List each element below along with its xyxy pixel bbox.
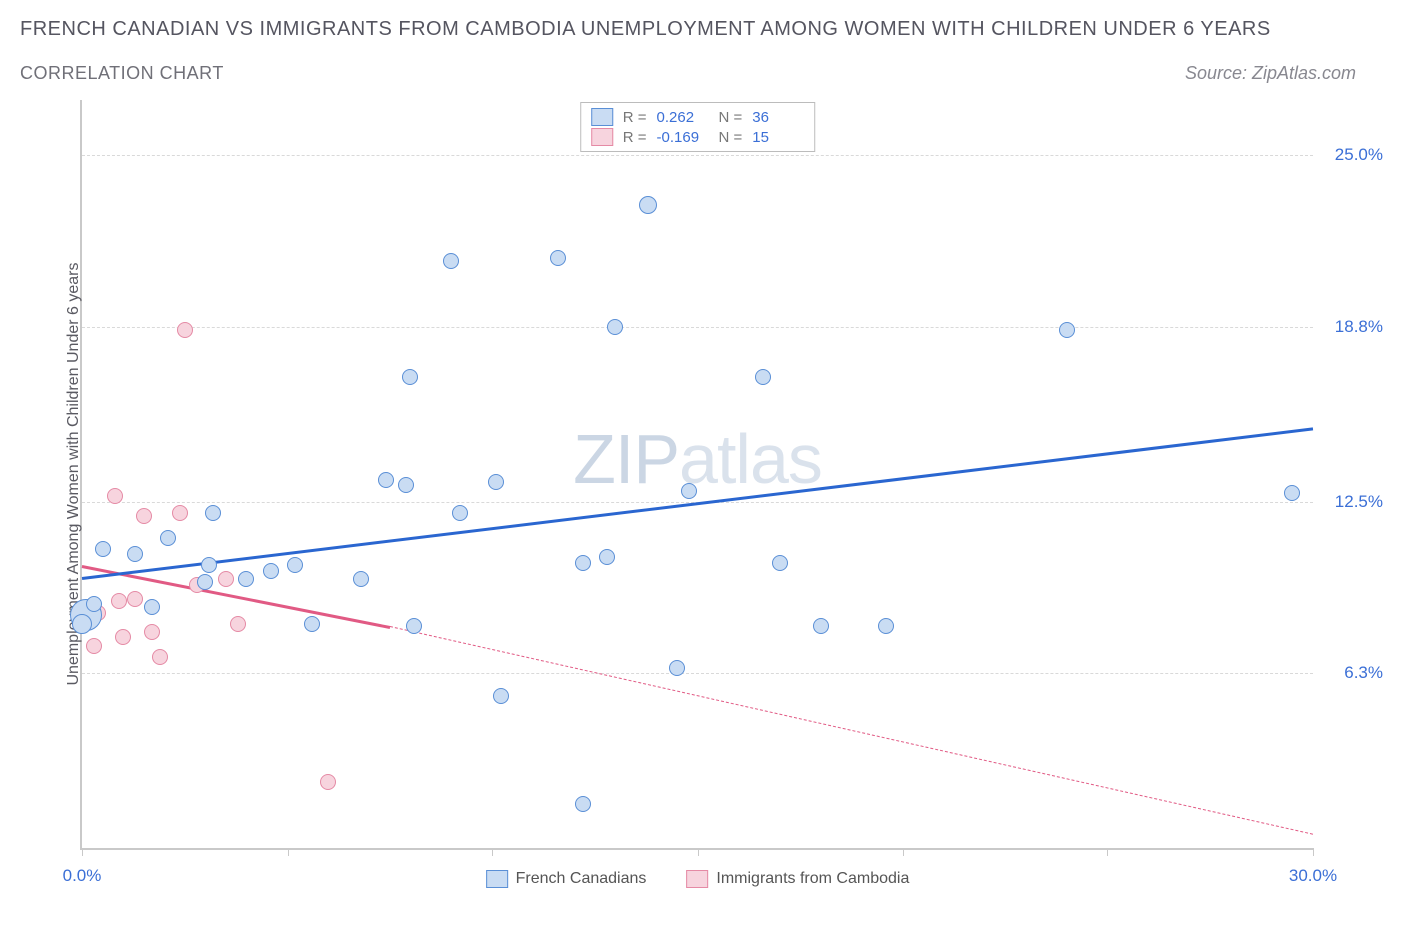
data-point-series1	[201, 557, 217, 573]
x-tick	[82, 848, 83, 856]
x-tick	[698, 848, 699, 856]
data-point-series1	[772, 555, 788, 571]
x-value-label: 0.0%	[63, 866, 102, 886]
data-point-series1	[406, 618, 422, 634]
data-point-series2	[172, 505, 188, 521]
x-tick	[1107, 848, 1108, 856]
data-point-series2	[107, 488, 123, 504]
data-point-series2	[144, 624, 160, 640]
data-point-series1	[398, 477, 414, 493]
data-point-series1	[378, 472, 394, 488]
data-point-series1	[550, 250, 566, 266]
legend-label-series2: Immigrants from Cambodia	[716, 870, 909, 888]
data-point-series1	[402, 369, 418, 385]
data-point-series2	[177, 322, 193, 338]
y-tick-label: 6.3%	[1323, 663, 1383, 683]
data-point-series1	[878, 618, 894, 634]
y-tick-label: 12.5%	[1323, 492, 1383, 512]
data-point-series1	[575, 796, 591, 812]
data-point-series1	[263, 563, 279, 579]
data-point-series1	[127, 546, 143, 562]
legend-swatch-series1	[486, 870, 508, 888]
scatter-chart: Unemployment Among Women with Children U…	[20, 100, 1388, 910]
data-point-series1	[95, 541, 111, 557]
data-point-series1	[681, 483, 697, 499]
data-point-series1	[197, 574, 213, 590]
x-value-label: 30.0%	[1289, 866, 1337, 886]
data-point-series1	[755, 369, 771, 385]
data-point-series2	[115, 629, 131, 645]
chart-title: FRENCH CANADIAN VS IMMIGRANTS FROM CAMBO…	[20, 18, 1386, 41]
data-point-series1	[353, 571, 369, 587]
data-point-series1	[813, 618, 829, 634]
chart-subtitle: CORRELATION CHART	[20, 63, 224, 84]
data-point-series1	[1059, 322, 1075, 338]
data-point-series1	[72, 614, 92, 634]
gridline-h	[82, 673, 1313, 674]
data-point-series1	[488, 474, 504, 490]
watermark: ZIPatlas	[573, 419, 822, 499]
gridline-h	[82, 327, 1313, 328]
data-point-series1	[160, 530, 176, 546]
trend-line	[82, 427, 1313, 579]
data-point-series1	[639, 196, 657, 214]
data-point-series1	[304, 616, 320, 632]
data-point-series1	[1284, 485, 1300, 501]
legend-swatch-series2	[686, 870, 708, 888]
legend: French Canadians Immigrants from Cambodi…	[486, 870, 910, 888]
gridline-h	[82, 155, 1313, 156]
stats-row-series1: R = 0.262 N = 36	[591, 107, 805, 127]
x-tick	[903, 848, 904, 856]
source-attribution: Source: ZipAtlas.com	[1185, 63, 1386, 84]
data-point-series2	[320, 774, 336, 790]
correlation-stats-box: R = 0.262 N = 36 R = -0.169 N = 15	[580, 102, 816, 152]
x-tick	[288, 848, 289, 856]
legend-item-series1: French Canadians	[486, 870, 647, 888]
swatch-series2	[591, 128, 613, 146]
legend-label-series1: French Canadians	[516, 870, 647, 888]
data-point-series1	[205, 505, 221, 521]
data-point-series1	[607, 319, 623, 335]
data-point-series2	[111, 593, 127, 609]
data-point-series1	[669, 660, 685, 676]
data-point-series1	[452, 505, 468, 521]
stats-row-series2: R = -0.169 N = 15	[591, 127, 805, 147]
data-point-series1	[443, 253, 459, 269]
y-tick-label: 25.0%	[1323, 145, 1383, 165]
data-point-series1	[238, 571, 254, 587]
data-point-series2	[86, 638, 102, 654]
data-point-series2	[136, 508, 152, 524]
x-tick	[1313, 848, 1314, 856]
swatch-series1	[591, 108, 613, 126]
x-tick	[492, 848, 493, 856]
data-point-series1	[86, 596, 102, 612]
plot-area: Unemployment Among Women with Children U…	[80, 100, 1313, 850]
data-point-series2	[152, 649, 168, 665]
data-point-series2	[218, 571, 234, 587]
data-point-series1	[599, 549, 615, 565]
trend-line	[390, 626, 1313, 835]
data-point-series2	[127, 591, 143, 607]
data-point-series1	[493, 688, 509, 704]
data-point-series1	[144, 599, 160, 615]
data-point-series1	[287, 557, 303, 573]
data-point-series2	[230, 616, 246, 632]
legend-item-series2: Immigrants from Cambodia	[686, 870, 909, 888]
data-point-series1	[575, 555, 591, 571]
y-tick-label: 18.8%	[1323, 317, 1383, 337]
